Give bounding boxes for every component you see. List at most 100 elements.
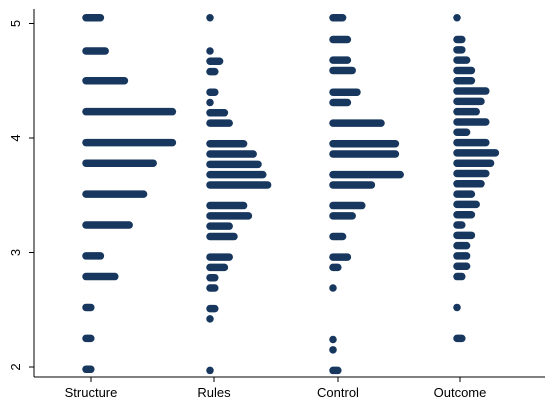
dot-row bbox=[206, 263, 229, 272]
dot-row bbox=[453, 46, 466, 54]
x-axis-ticks: Structure Rules Control Outcome bbox=[65, 377, 487, 400]
dot-row bbox=[82, 252, 105, 260]
dot-row bbox=[329, 14, 347, 22]
dot-row bbox=[329, 366, 342, 375]
dot-row bbox=[206, 139, 248, 148]
x-tick-label-structure: Structure bbox=[65, 385, 118, 400]
dot-row bbox=[206, 315, 214, 323]
dot-row bbox=[453, 107, 480, 116]
dot-row bbox=[206, 88, 219, 96]
series-outcome bbox=[453, 14, 500, 343]
dot-row bbox=[453, 159, 495, 167]
dot-row bbox=[329, 253, 352, 261]
y-axis-ticks: 2 3 4 5 bbox=[8, 20, 34, 371]
dot-row bbox=[206, 366, 214, 375]
dot-row bbox=[453, 252, 471, 260]
dot-row bbox=[453, 35, 466, 44]
dot-row bbox=[329, 201, 366, 210]
dot-row bbox=[453, 190, 476, 198]
dot-row bbox=[329, 98, 352, 107]
dot-row bbox=[453, 118, 490, 126]
dot-row bbox=[453, 128, 471, 137]
dot-row bbox=[329, 335, 337, 344]
dot-row bbox=[206, 150, 257, 158]
dot-row bbox=[329, 119, 385, 127]
series-control bbox=[329, 14, 404, 375]
dot-row bbox=[82, 190, 148, 198]
x-tick-label-rules: Rules bbox=[197, 385, 231, 400]
dot-row bbox=[206, 14, 214, 22]
dot-row bbox=[206, 67, 219, 76]
dot-row bbox=[453, 262, 471, 270]
y-tick-label: 4 bbox=[8, 134, 23, 141]
series-structure bbox=[82, 14, 177, 374]
dot-row bbox=[82, 334, 95, 343]
dot-row bbox=[206, 98, 214, 107]
dot-row bbox=[82, 138, 177, 147]
dot-row bbox=[329, 346, 337, 354]
dot-row bbox=[453, 138, 490, 147]
dot-row bbox=[206, 201, 248, 210]
dot-row bbox=[329, 56, 352, 64]
chart-marks bbox=[82, 14, 500, 375]
dot-row bbox=[82, 303, 95, 312]
dot-row bbox=[82, 14, 105, 22]
dot-row bbox=[329, 212, 356, 220]
x-tick-label-control: Control bbox=[317, 385, 359, 400]
dot-row bbox=[82, 365, 95, 374]
dot-row bbox=[82, 221, 133, 229]
dot-row bbox=[206, 57, 224, 66]
dot-row bbox=[453, 272, 466, 281]
dot-row bbox=[329, 139, 400, 148]
x-tick-label-outcome: Outcome bbox=[434, 385, 487, 400]
dot-row bbox=[453, 241, 471, 250]
dot-row bbox=[206, 284, 219, 292]
dot-row bbox=[453, 169, 490, 178]
dot-row bbox=[206, 304, 219, 313]
dot-row bbox=[82, 77, 129, 85]
dot-row bbox=[453, 97, 485, 106]
dot-row bbox=[206, 170, 267, 179]
dot-row bbox=[206, 119, 233, 127]
dot-row bbox=[453, 180, 485, 188]
dot-row bbox=[329, 35, 352, 44]
dot-row bbox=[329, 150, 400, 158]
dot-row bbox=[82, 47, 109, 55]
dot-row bbox=[453, 303, 461, 312]
dot-row bbox=[329, 263, 342, 272]
y-tick-label: 3 bbox=[8, 249, 23, 256]
dot-row bbox=[329, 66, 356, 75]
dot-row bbox=[82, 272, 119, 281]
dot-row bbox=[453, 87, 490, 95]
dot-row bbox=[329, 88, 361, 96]
series-rules bbox=[206, 14, 272, 375]
dot-row bbox=[453, 56, 471, 64]
dot-row bbox=[206, 273, 219, 282]
dot-row bbox=[329, 232, 347, 241]
dot-row bbox=[206, 212, 253, 220]
dot-row bbox=[453, 221, 466, 229]
dot-row bbox=[453, 77, 476, 85]
dot-row bbox=[206, 232, 238, 241]
dot-row bbox=[453, 334, 466, 343]
dot-row bbox=[206, 47, 214, 55]
dot-row bbox=[206, 253, 233, 261]
dot-row bbox=[453, 149, 500, 157]
dot-row bbox=[329, 181, 376, 189]
dot-row bbox=[82, 159, 157, 167]
dot-row bbox=[453, 210, 476, 219]
dot-row bbox=[206, 109, 229, 117]
dot-row bbox=[82, 107, 177, 116]
dot-row bbox=[453, 66, 476, 75]
dot-row bbox=[206, 181, 272, 189]
dot-row bbox=[453, 231, 476, 240]
y-tick-label: 2 bbox=[8, 363, 23, 370]
dot-row bbox=[453, 200, 480, 209]
dot-row bbox=[453, 14, 461, 22]
dot-row bbox=[329, 170, 404, 179]
dot-row bbox=[206, 160, 262, 169]
y-tick-label: 5 bbox=[8, 20, 23, 27]
dot-row bbox=[329, 284, 337, 292]
dot-row bbox=[206, 222, 233, 230]
